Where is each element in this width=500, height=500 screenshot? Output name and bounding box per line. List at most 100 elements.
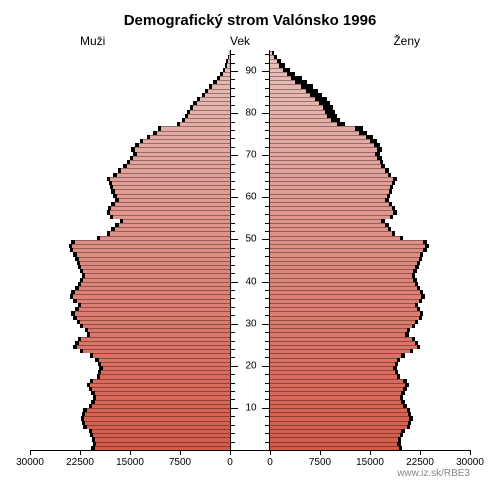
bar-fill [83, 269, 230, 273]
bar-fill [119, 198, 230, 202]
bar-row [30, 198, 230, 202]
bar-row [30, 231, 230, 235]
age-tick [265, 214, 269, 215]
bar-row [270, 114, 470, 118]
bar-row [270, 198, 470, 202]
bar-row [270, 400, 470, 404]
chart-title: Demografický strom Valónsko 1996 [0, 12, 500, 29]
bar-row [270, 168, 470, 172]
bar-row [270, 341, 470, 345]
bar-fill [270, 282, 415, 286]
bar-fill [270, 311, 420, 315]
bar-fill [270, 265, 415, 269]
bar-row [270, 177, 470, 181]
bar-fill [79, 307, 230, 311]
bar-row [270, 135, 470, 139]
bar-row [270, 51, 470, 55]
age-tick [231, 442, 235, 443]
bar-row [270, 269, 470, 273]
bar-row [30, 76, 230, 80]
bar-fill [197, 101, 230, 105]
age-tick [231, 332, 235, 333]
bar-fill [112, 181, 230, 185]
bar-fill [270, 328, 407, 332]
bar-row [270, 143, 470, 147]
bar-fill [113, 185, 230, 189]
bar-row [30, 206, 230, 210]
bar-fill [270, 341, 415, 345]
bar-row [270, 273, 470, 277]
age-tick [265, 391, 269, 392]
bar-row [270, 84, 470, 88]
bar-fill [100, 374, 230, 378]
bar-row [30, 202, 230, 206]
bar-fill [270, 345, 417, 349]
bar-row [30, 118, 230, 122]
bar-row [30, 425, 230, 429]
bar-row [30, 80, 230, 84]
age-tick [265, 442, 269, 443]
age-tick [265, 96, 269, 97]
bar-row [270, 215, 470, 219]
bar-fill [270, 416, 409, 420]
age-tick [265, 206, 269, 207]
bar-row [30, 89, 230, 93]
x-tick [180, 450, 181, 455]
bar-fill [270, 412, 408, 416]
bar-fill [270, 387, 403, 391]
bar-row [30, 278, 230, 282]
bar-row [270, 63, 470, 67]
bar-row [270, 227, 470, 231]
bar-fill [270, 286, 417, 290]
bar-row [270, 261, 470, 265]
x-axis-line [30, 450, 470, 451]
bar-row [30, 227, 230, 231]
bar-row [30, 307, 230, 311]
bar-fill [270, 84, 301, 88]
bar-row [270, 97, 470, 101]
bar-fill [135, 147, 230, 151]
bar-fill [81, 265, 230, 269]
bar-fill [270, 379, 403, 383]
bar-fill [87, 408, 230, 412]
bar-fill [139, 143, 230, 147]
age-tick [265, 256, 269, 257]
bar-fill [133, 156, 230, 160]
bar-fill [81, 337, 230, 341]
bar-row [30, 252, 230, 256]
bar-fill [270, 194, 387, 198]
bar-row [30, 215, 230, 219]
age-tick [265, 164, 269, 165]
age-tick [265, 357, 269, 358]
bar-row [30, 55, 230, 59]
age-tick [231, 206, 235, 207]
bar-fill [270, 349, 410, 353]
bar-row [270, 412, 470, 416]
bar-row [30, 290, 230, 294]
bar-fill [99, 358, 230, 362]
age-tick [265, 248, 269, 249]
bar-row [30, 168, 230, 172]
bar-fill [115, 189, 230, 193]
bar-fill [270, 437, 398, 441]
bar-fill [270, 269, 413, 273]
age-tick [265, 63, 269, 64]
bar-fill [270, 366, 393, 370]
bar-row [270, 236, 470, 240]
x-tick [230, 450, 231, 455]
bar-row [30, 210, 230, 214]
age-tick [231, 105, 235, 106]
age-tick [231, 172, 235, 173]
bar-row [270, 416, 470, 420]
bar-fill [270, 164, 381, 168]
bar-fill [123, 219, 230, 223]
bar-row [270, 252, 470, 256]
bar-fill [270, 105, 323, 109]
bar-fill [270, 76, 291, 80]
bar-fill [92, 404, 230, 408]
chart-container: Demografický strom Valónsko 1996 Muži Ve… [0, 0, 500, 500]
bar-fill [270, 118, 331, 122]
x-tick [80, 450, 81, 455]
bar-row [30, 101, 230, 105]
bar-fill [90, 332, 230, 336]
